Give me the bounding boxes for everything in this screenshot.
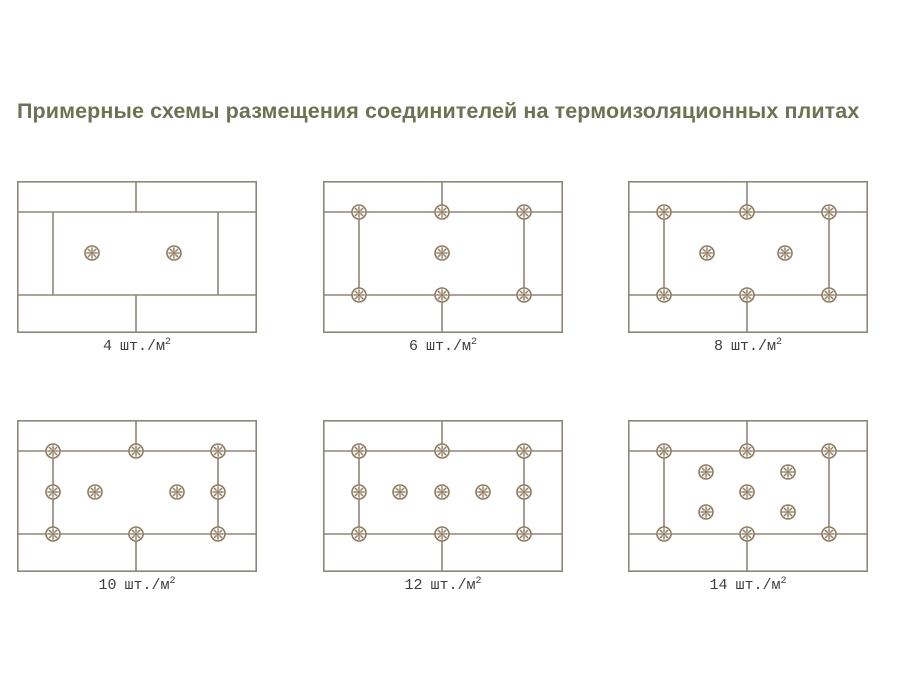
fastener-icon — [821, 287, 837, 303]
fastener-icon — [210, 443, 226, 459]
fastener-icon — [210, 526, 226, 542]
fastener-icon — [84, 245, 100, 261]
insulation-plate-outline — [628, 181, 868, 333]
fastener-icon — [45, 484, 61, 500]
page-title: Примерные схемы размещения соединителей … — [17, 99, 860, 123]
fastener-icon — [475, 484, 491, 500]
fastener-icon — [656, 204, 672, 220]
fastener-icon — [351, 204, 367, 220]
density-count: 8 — [713, 338, 723, 355]
fastener-icon — [351, 526, 367, 542]
scheme-caption: 10 шт./м2 — [17, 576, 257, 595]
density-sup: 2 — [165, 337, 172, 348]
density-sup: 2 — [780, 576, 787, 587]
fastener-icon — [821, 526, 837, 542]
density-unit: шт./м — [430, 577, 476, 594]
fastener-icon — [516, 204, 532, 220]
fastener-icon — [516, 526, 532, 542]
fastener-icon — [516, 287, 532, 303]
insulation-plate-layout — [628, 181, 868, 333]
fastener-icon — [351, 287, 367, 303]
fastener-icon — [699, 245, 715, 261]
fastener-icon — [739, 204, 755, 220]
fastener-icon — [777, 245, 793, 261]
plate-diagram — [17, 181, 257, 333]
density-count: 6 — [408, 338, 418, 355]
density-count: 10 — [98, 577, 117, 594]
fastener-icon — [392, 484, 408, 500]
density-count: 4 — [102, 338, 112, 355]
insulation-plate-outline — [323, 181, 563, 333]
plate-diagram — [628, 420, 868, 572]
scheme-8: 8 шт./м2 — [628, 181, 868, 355]
fastener-icon — [210, 484, 226, 500]
fastener-icon — [656, 526, 672, 542]
insulation-plate-layout — [628, 420, 868, 572]
plate-diagram — [628, 181, 868, 333]
fastener-icon — [434, 443, 450, 459]
insulation-plate-layout — [323, 181, 563, 333]
fastener-icon — [739, 443, 755, 459]
fastener-icon — [780, 504, 796, 520]
fastener-icon — [434, 245, 450, 261]
density-count: 14 — [709, 577, 728, 594]
fastener-icon — [739, 526, 755, 542]
insulation-plate-outline — [628, 420, 868, 572]
fastener-icon — [45, 443, 61, 459]
fastener-icon — [351, 443, 367, 459]
fastener-icon — [821, 204, 837, 220]
scheme-caption: 8 шт./м2 — [628, 337, 868, 356]
plate-diagram — [323, 420, 563, 572]
fastener-icon — [780, 464, 796, 480]
fastener-icon — [87, 484, 103, 500]
fastener-icon — [698, 464, 714, 480]
insulation-plate-layout — [17, 420, 257, 572]
density-sup: 2 — [471, 337, 478, 348]
fastener-icon — [166, 245, 182, 261]
plate-diagram — [17, 420, 257, 572]
fastener-icon — [351, 484, 367, 500]
scheme-10: 10 шт./м2 — [17, 420, 257, 594]
scheme-caption: 4 шт./м2 — [17, 337, 257, 356]
scheme-12: 12 шт./м2 — [323, 420, 563, 594]
density-unit: шт./м — [119, 338, 165, 355]
scheme-caption: 6 шт./м2 — [323, 337, 563, 356]
fastener-icon — [739, 484, 755, 500]
fastener-icon — [45, 526, 61, 542]
fastener-icon — [739, 287, 755, 303]
fastener-icon — [434, 204, 450, 220]
density-unit: шт./м — [735, 577, 781, 594]
scheme-14: 14 шт./м2 — [628, 420, 868, 594]
density-unit: шт./м — [425, 338, 471, 355]
insulation-plate-outline — [17, 181, 257, 333]
insulation-plate-layout — [17, 181, 257, 333]
density-sup: 2 — [475, 576, 482, 587]
insulation-plate-outline — [323, 420, 563, 572]
fastener-icon — [169, 484, 185, 500]
fastener-icon — [516, 443, 532, 459]
fastener-icon — [128, 443, 144, 459]
fastener-icon — [128, 526, 144, 542]
scheme-6: 6 шт./м2 — [323, 181, 563, 355]
fastener-icon — [698, 504, 714, 520]
density-unit: шт./м — [124, 577, 170, 594]
density-unit: шт./м — [730, 338, 776, 355]
fastener-icon — [516, 484, 532, 500]
fastener-icon — [656, 443, 672, 459]
insulation-plate-outline — [17, 420, 257, 572]
fastener-icon — [434, 484, 450, 500]
density-count: 12 — [404, 577, 423, 594]
insulation-plate-layout — [323, 420, 563, 572]
scheme-4: 4 шт./м2 — [17, 181, 257, 355]
fastener-icon — [434, 526, 450, 542]
scheme-caption: 12 шт./м2 — [323, 576, 563, 595]
density-sup: 2 — [169, 576, 176, 587]
plate-diagram — [323, 181, 563, 333]
scheme-caption: 14 шт./м2 — [628, 576, 868, 595]
density-sup: 2 — [776, 337, 783, 348]
fastener-icon — [656, 287, 672, 303]
fastener-icon — [821, 443, 837, 459]
fastener-icon — [434, 287, 450, 303]
